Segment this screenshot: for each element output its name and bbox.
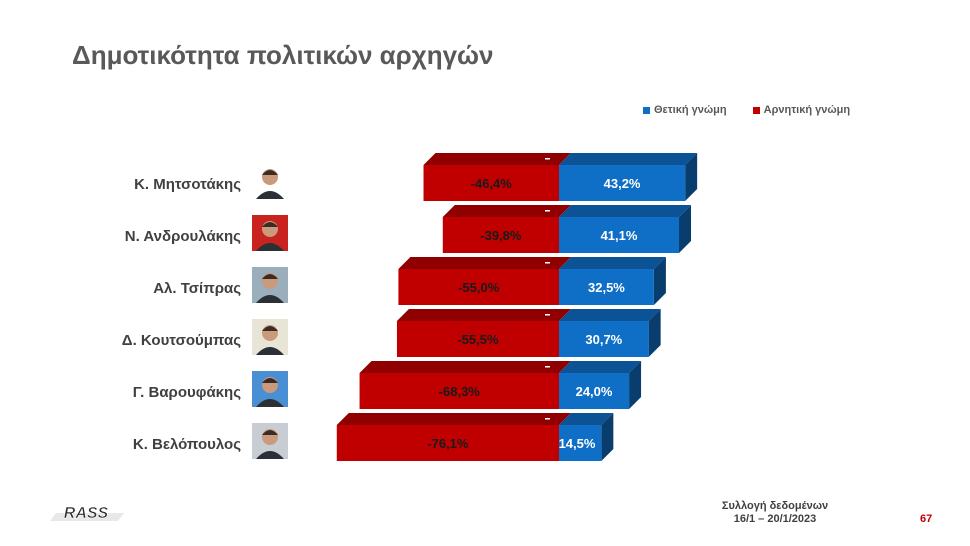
- value-label-positive: 43,2%: [604, 176, 641, 191]
- bar-side-positive: [629, 361, 642, 409]
- category-label: Αλ. Τσίπρας: [153, 280, 241, 297]
- category-label: Κ. Βελόπουλος: [133, 436, 241, 453]
- zero-marker: [545, 158, 550, 160]
- logo-swoosh: [50, 513, 124, 521]
- bar-side-positive: [601, 413, 614, 461]
- legend-item-positive: Θετική γνώμη: [643, 104, 727, 116]
- bar-negative: [396, 321, 559, 357]
- zero-marker: [545, 314, 550, 316]
- page-title: Δημοτικότητα πολιτικών αρχηγών: [72, 40, 494, 70]
- page-number: 67: [920, 513, 933, 525]
- value-label-negative: -68,3%: [439, 384, 481, 399]
- category-label: Δ. Κουτσούμπας: [122, 332, 241, 349]
- category-label: Κ. Μητσοτάκης: [134, 176, 241, 193]
- value-label-positive: 32,5%: [588, 280, 625, 295]
- zero-marker: [545, 366, 550, 368]
- bar-negative: [398, 269, 559, 305]
- value-label-positive: 24,0%: [576, 384, 613, 399]
- bar-negative: [336, 425, 559, 461]
- bar-side-positive: [685, 153, 698, 201]
- portrait-hair: [262, 430, 278, 435]
- bar-top-positive: [559, 153, 698, 165]
- bar-top-negative: [359, 361, 571, 373]
- bar-negative: [442, 217, 559, 253]
- data-collection-label: Συλλογή δεδομένων: [721, 500, 829, 512]
- portrait-hair: [262, 274, 278, 279]
- value-label-positive: 30,7%: [585, 332, 622, 347]
- zero-marker: [545, 418, 550, 420]
- bar-positive: [559, 217, 680, 253]
- bar-top-positive: [559, 257, 666, 269]
- zero-marker: [545, 262, 550, 264]
- bar-side-positive: [679, 205, 692, 253]
- portrait-shoulders: [256, 451, 284, 459]
- bar-side-positive: [653, 257, 666, 305]
- value-label-negative: -55,0%: [458, 280, 500, 295]
- category-label: Ν. Ανδρουλάκης: [125, 228, 241, 245]
- rass-logo: RASS: [50, 505, 124, 522]
- portrait-hair: [262, 222, 278, 227]
- bar-positive: [559, 321, 649, 357]
- chart-row: -68,3% 24,0% Γ. Βαρουφάκης: [133, 361, 642, 409]
- legend-label-negative: Αρνητική γνώμη: [763, 104, 851, 116]
- chart-legend: Θετική γνώμη Αρνητική γνώμη: [643, 104, 850, 116]
- value-label-negative: -39,8%: [480, 228, 522, 243]
- logo-text: RASS: [64, 505, 109, 522]
- value-label-negative: -55,5%: [457, 332, 499, 347]
- data-collection-dates: 16/1 – 20/1/2023: [733, 513, 817, 525]
- bar-negative: [359, 373, 559, 409]
- value-label-positive: 14,5%: [559, 436, 596, 451]
- chart-row: -46,4% 43,2% Κ. Μητσοτάκης: [134, 153, 698, 201]
- bar-side-positive: [648, 309, 661, 357]
- chart-row: -55,0% 32,5% Αλ. Τσίπρας: [153, 257, 666, 305]
- portrait-shoulders: [256, 191, 284, 199]
- data-collection-note: Συλλογή δεδομένων 16/1 – 20/1/2023: [700, 500, 850, 526]
- value-label-positive: 41,1%: [601, 228, 638, 243]
- portrait-hair: [262, 378, 278, 383]
- legend-swatch-positive: [643, 106, 650, 114]
- portrait-shoulders: [256, 347, 284, 355]
- bar-positive: [559, 425, 602, 461]
- portrait-hair: [262, 326, 278, 331]
- bar-top-positive: [559, 413, 614, 425]
- bar-top-negative: [423, 153, 571, 165]
- chart-row: -76,1% 14,5% Κ. Βελόπουλος: [133, 413, 614, 461]
- zero-marker: [545, 210, 550, 212]
- bar-top-positive: [559, 205, 692, 217]
- portrait-shoulders: [256, 243, 284, 251]
- bar-top-negative: [336, 413, 571, 425]
- bar-top-negative: [442, 205, 571, 217]
- chart-row: -55,5% 30,7% Δ. Κουτσούμπας: [122, 309, 661, 357]
- bar-top-positive: [559, 309, 661, 321]
- bar-positive: [559, 165, 686, 201]
- bar-top-positive: [559, 361, 642, 373]
- legend-item-negative: Αρνητική γνώμη: [752, 104, 851, 116]
- bar-positive: [559, 269, 654, 305]
- value-label-negative: -76,1%: [427, 436, 469, 451]
- legend-label-positive: Θετική γνώμη: [654, 104, 727, 116]
- bar-positive: [559, 373, 630, 409]
- portrait-shoulders: [256, 399, 284, 407]
- bar-top-negative: [398, 257, 571, 269]
- chart-row: -39,8% 41,1% Ν. Ανδρουλάκης: [125, 205, 692, 253]
- portrait-hair: [262, 170, 278, 175]
- bar-negative: [423, 165, 559, 201]
- portrait-shoulders: [256, 295, 284, 303]
- bar-top-negative: [396, 309, 571, 321]
- legend-swatch-negative: [752, 106, 760, 114]
- value-label-negative: -46,4%: [471, 176, 513, 191]
- category-label: Γ. Βαρουφάκης: [133, 384, 241, 401]
